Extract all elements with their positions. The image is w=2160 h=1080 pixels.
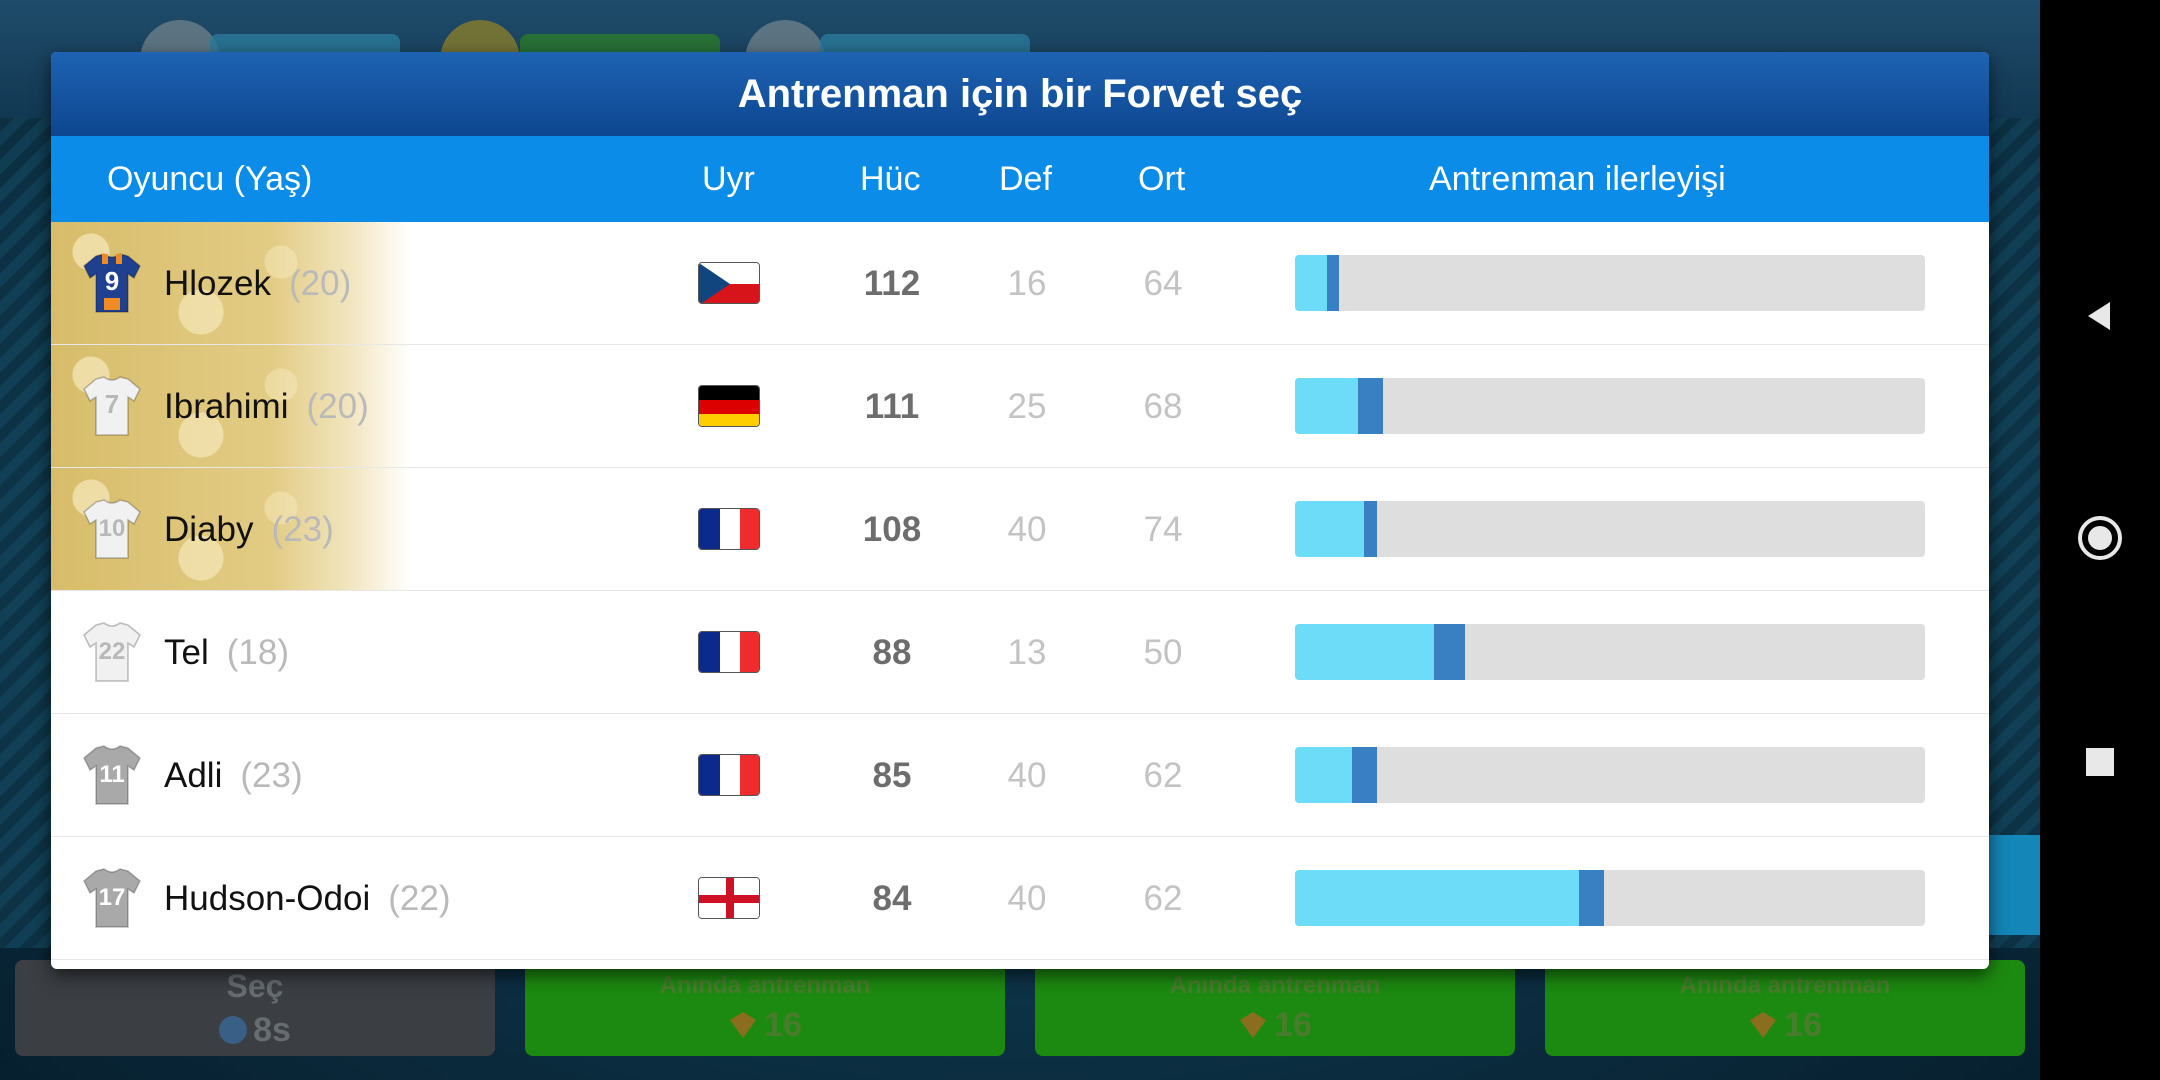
jersey-icon: 10 [82, 498, 142, 560]
midfield-value: 68 [1143, 386, 1183, 426]
player-row[interactable]: 7 Ibrahimi (20) 111 25 68 [51, 345, 1989, 468]
circle-home-icon [2078, 516, 2122, 560]
player-list: 9 Hlozek (20) 112 16 64 7 Ibrahimi (20) 11… [51, 222, 1989, 960]
player-name: Adli [164, 755, 223, 795]
triangle-back-icon [2088, 302, 2110, 330]
defense-value: 40 [1007, 755, 1047, 795]
flag-icon [698, 877, 760, 919]
player-age: (20) [288, 263, 352, 303]
table-header: Oyuncu (Yaş) Uyr Hüc Def Ort Antrenman i… [51, 136, 1989, 222]
training-progress-bar [1295, 378, 1925, 434]
attack-value: 111 [864, 386, 920, 426]
player-age: (18) [226, 632, 289, 672]
select-forward-dialog: Antrenman için bir Forvet seç Oyuncu (Ya… [51, 52, 1989, 969]
right-stripes [1980, 118, 2040, 948]
attack-value: 88 [872, 632, 912, 672]
instant-train-button-1[interactable]: Anında antrenman 16 [525, 960, 1005, 1056]
col-defense: Def [999, 160, 1052, 198]
flag-icon [698, 262, 760, 304]
col-player: Oyuncu (Yaş) [107, 160, 313, 198]
jersey-icon: 11 [82, 744, 142, 806]
flag-icon [698, 385, 760, 427]
midfield-value: 62 [1143, 878, 1183, 918]
select-button-label: Seç [226, 968, 284, 1004]
player-age: (23) [271, 509, 334, 549]
instant-train-button-3[interactable]: Anında antrenman 16 [1545, 960, 2025, 1056]
player-name: Tel [164, 632, 209, 672]
token-icon [730, 1012, 757, 1038]
player-name: Hlozek [164, 263, 271, 303]
square-recents-icon [2086, 748, 2114, 776]
instant-train-cost: 16 [1784, 1006, 1822, 1044]
player-row[interactable]: 11 Adli (23) 85 40 62 [51, 714, 1989, 837]
training-progress-bar [1295, 747, 1925, 803]
col-nationality: Uyr [702, 160, 755, 198]
left-stripes [0, 118, 60, 948]
col-progress: Antrenman ilerleyişi [1429, 160, 1726, 198]
jersey-icon: 17 [82, 867, 142, 929]
player-age: (20) [306, 386, 369, 426]
training-progress-bar [1295, 870, 1925, 926]
training-progress-bar [1295, 501, 1925, 557]
training-progress-bar [1295, 255, 1925, 311]
svg-text:11: 11 [99, 761, 124, 788]
flag-icon [698, 631, 760, 673]
clock-icon [219, 1016, 248, 1044]
svg-text:22: 22 [99, 638, 126, 665]
defense-value: 40 [1007, 878, 1047, 918]
nav-back-button[interactable] [2040, 276, 2160, 356]
player-name: Hudson-Odoi [164, 878, 371, 918]
player-age: (23) [240, 755, 303, 795]
system-nav-bar [2040, 0, 2160, 1080]
dialog-title: Antrenman için bir Forvet seç [51, 52, 1989, 136]
flag-icon [698, 754, 760, 796]
nav-home-button[interactable] [2040, 498, 2160, 578]
attack-value: 85 [872, 755, 912, 795]
svg-text:9: 9 [105, 266, 119, 296]
player-row[interactable]: 22 Tel (18) 88 13 50 [51, 591, 1989, 714]
midfield-value: 64 [1143, 263, 1183, 303]
player-name: Diaby [164, 509, 254, 549]
player-row[interactable]: 10 Diaby (23) 108 40 74 [51, 468, 1989, 591]
defense-value: 40 [1007, 509, 1047, 549]
svg-text:10: 10 [99, 515, 126, 542]
midfield-value: 62 [1143, 755, 1183, 795]
jersey-icon: 7 [82, 375, 142, 437]
nav-recents-button[interactable] [2040, 722, 2160, 802]
col-midfield: Ort [1138, 160, 1186, 198]
attack-value: 108 [862, 509, 922, 549]
jersey-icon: 9 [82, 252, 142, 314]
player-row[interactable]: 17 Hudson-Odoi (22) 84 40 62 [51, 837, 1989, 960]
defense-value: 16 [1007, 263, 1047, 303]
midfield-value: 74 [1143, 509, 1183, 549]
col-attack: Hüc [860, 160, 921, 198]
midfield-value: 50 [1143, 632, 1183, 672]
defense-value: 25 [1007, 386, 1047, 426]
select-timer: 8s [253, 1011, 291, 1049]
select-button[interactable]: Seç 8s [15, 960, 495, 1056]
token-icon [1240, 1012, 1267, 1038]
token-icon [1750, 1012, 1777, 1038]
instant-train-label: Anında antrenman [1169, 972, 1381, 999]
instant-train-cost: 16 [1274, 1006, 1312, 1044]
attack-value: 84 [872, 878, 912, 918]
jersey-icon: 22 [82, 621, 142, 683]
instant-train-cost: 16 [764, 1006, 802, 1044]
svg-text:7: 7 [105, 389, 119, 419]
player-age: (22) [388, 878, 451, 918]
training-progress-bar [1295, 624, 1925, 680]
svg-text:17: 17 [99, 884, 126, 911]
player-name: Ibrahimi [164, 386, 289, 426]
player-row[interactable]: 9 Hlozek (20) 112 16 64 [51, 222, 1989, 345]
flag-icon [698, 508, 760, 550]
attack-value: 112 [863, 263, 921, 303]
instant-train-label: Anında antrenman [1679, 972, 1891, 999]
defense-value: 13 [1007, 632, 1047, 672]
instant-train-button-2[interactable]: Anında antrenman 16 [1035, 960, 1515, 1056]
instant-train-label: Anında antrenman [659, 972, 871, 999]
